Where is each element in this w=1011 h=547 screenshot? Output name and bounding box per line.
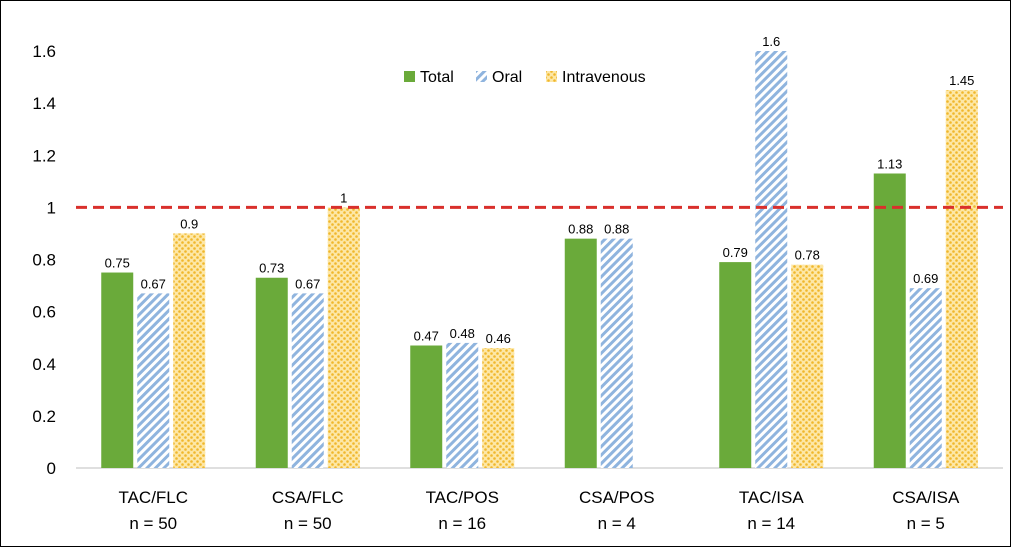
legend-swatch-intravenous bbox=[546, 71, 557, 82]
bar-oral-tac-isa bbox=[755, 51, 788, 468]
bar-intravenous-csa-flc bbox=[327, 207, 360, 468]
y-tick-label: 0.8 bbox=[32, 251, 56, 270]
y-tick-label: 0 bbox=[47, 459, 56, 478]
bar-intravenous-tac-isa bbox=[791, 264, 824, 468]
bar-total-tac-pos bbox=[410, 345, 443, 468]
bars bbox=[101, 51, 978, 468]
data-label: 0.88 bbox=[568, 222, 593, 237]
data-label: 1 bbox=[340, 190, 347, 205]
bar-oral-csa-flc bbox=[291, 293, 324, 468]
data-label: 1.45 bbox=[949, 73, 974, 88]
bar-intravenous-tac-pos bbox=[482, 348, 515, 468]
data-label: 0.69 bbox=[913, 271, 938, 286]
data-label: 0.67 bbox=[295, 276, 320, 291]
data-label: 0.88 bbox=[604, 222, 629, 237]
bar-total-tac-isa bbox=[719, 262, 752, 468]
y-tick-label: 0.4 bbox=[32, 355, 56, 374]
y-tick-label: 1.2 bbox=[32, 146, 56, 165]
category-label: CSA/ISA bbox=[892, 488, 960, 507]
bar-total-tac-flc bbox=[101, 272, 134, 468]
data-label: 0.9 bbox=[180, 216, 198, 231]
data-label: 0.75 bbox=[105, 256, 130, 271]
bar-intravenous-tac-flc bbox=[173, 233, 206, 468]
bar-total-csa-flc bbox=[255, 277, 288, 468]
category-n-label: n = 14 bbox=[747, 514, 795, 533]
y-tick-label: 1.6 bbox=[32, 42, 56, 61]
category-n-label: n = 16 bbox=[438, 514, 486, 533]
data-label: 0.73 bbox=[259, 261, 284, 276]
y-tick-label: 1 bbox=[47, 198, 56, 217]
y-tick-label: 0.6 bbox=[32, 303, 56, 322]
data-label: 0.78 bbox=[795, 248, 820, 263]
data-label: 0.46 bbox=[486, 331, 511, 346]
bar-oral-csa-isa bbox=[909, 288, 942, 468]
category-n-label: n = 50 bbox=[284, 514, 332, 533]
bar-oral-csa-pos bbox=[600, 238, 633, 468]
legend-swatch-oral bbox=[476, 71, 487, 82]
category-label: TAC/FLC bbox=[118, 488, 188, 507]
legend-label-intravenous: Intravenous bbox=[562, 69, 646, 86]
category-label: CSA/POS bbox=[579, 488, 655, 507]
bar-total-csa-pos bbox=[564, 238, 597, 468]
bar-total-csa-isa bbox=[873, 173, 906, 468]
x-axis: TAC/FLC n = 50 CSA/FLC n = 50 TAC/POS n = 16 C… bbox=[76, 467, 1003, 533]
data-label: 0.67 bbox=[141, 276, 166, 291]
data-labels: 0.75 0.67 0.9 0.73 0.67 1 0.47 0.48 0.46 0.88 0.88… bbox=[105, 34, 975, 346]
category-label: TAC/POS bbox=[426, 488, 499, 507]
category-label: CSA/FLC bbox=[272, 488, 344, 507]
bar-intravenous-csa-isa bbox=[945, 90, 978, 468]
y-tick-label: 1.4 bbox=[32, 94, 56, 113]
category-n-label: n = 50 bbox=[129, 514, 177, 533]
category-n-label: n = 5 bbox=[907, 514, 945, 533]
bar-oral-tac-flc bbox=[137, 293, 170, 468]
data-label: 0.47 bbox=[414, 329, 439, 344]
data-label: 0.48 bbox=[450, 326, 475, 341]
data-label: 1.13 bbox=[877, 156, 902, 171]
category-label: TAC/ISA bbox=[739, 488, 805, 507]
bar-oral-tac-pos bbox=[446, 342, 479, 468]
data-label: 0.79 bbox=[723, 245, 748, 260]
data-label: 1.6 bbox=[762, 34, 780, 49]
legend-swatch-total bbox=[404, 71, 415, 82]
legend-label-oral: Oral bbox=[492, 69, 522, 86]
y-axis: 0 0.2 0.4 0.6 0.8 1 1.2 1.4 1.6 bbox=[32, 42, 56, 478]
legend-label-total: Total bbox=[420, 69, 454, 86]
y-tick-label: 0.2 bbox=[32, 407, 56, 426]
legend: Total Oral Intravenous bbox=[404, 69, 646, 86]
category-n-label: n = 4 bbox=[598, 514, 636, 533]
